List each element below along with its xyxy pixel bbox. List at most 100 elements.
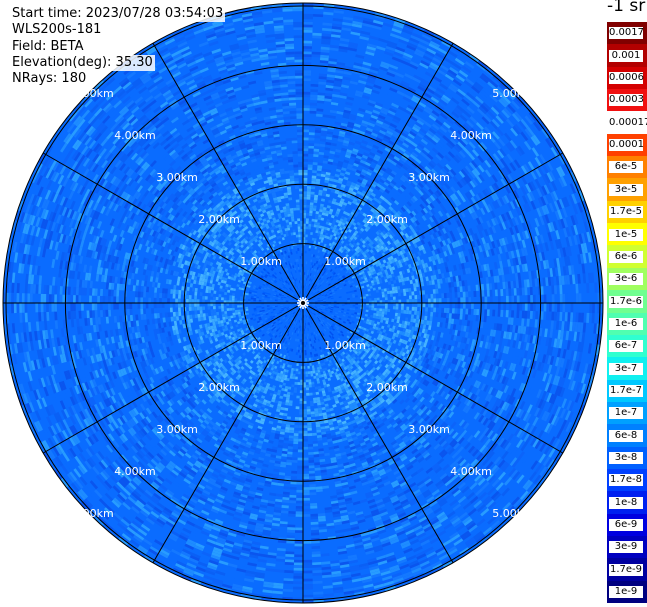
ppi-cell: [297, 444, 303, 447]
ppi-cell: [295, 316, 297, 319]
ppi-cell: [397, 316, 401, 321]
ppi-cell: [332, 323, 336, 326]
ppi-cell: [317, 385, 322, 390]
ppi-cell: [292, 265, 295, 269]
ppi-cell: [212, 306, 216, 310]
ppi-cell: [258, 299, 262, 302]
ppi-cell: [351, 313, 355, 316]
ppi-cell: [298, 294, 301, 297]
ppi-cell: [313, 343, 316, 347]
ppi-cell: [377, 286, 382, 290]
ppi-cell: [297, 352, 300, 356]
ppi-cell: [307, 295, 310, 298]
ppi-cell: [265, 330, 270, 334]
ppi-cell: [311, 306, 315, 308]
ppi-cell: [303, 194, 307, 197]
ppi-cell: [239, 305, 243, 308]
ppi-cell: [336, 334, 340, 338]
ppi-cell: [294, 284, 297, 288]
ppi-cell: [417, 294, 420, 300]
ppi-cell: [383, 317, 387, 321]
ppi-cell: [313, 308, 317, 310]
ppi-cell: [310, 291, 313, 294]
ppi-cell: [312, 301, 316, 303]
ppi-cell: [208, 286, 212, 291]
ppi-cell: [327, 315, 331, 318]
ppi-cell: [312, 279, 315, 283]
ppi-cell: [269, 264, 273, 269]
ppi-cell: [286, 186, 292, 190]
ppi-cell: [384, 291, 388, 295]
ppi-cell: [305, 317, 307, 321]
ppi-cell: [261, 273, 265, 277]
ppi-cell: [376, 310, 380, 314]
ppi-cell: [287, 281, 291, 285]
ppi-cell: [310, 259, 313, 263]
ppi-cell: [459, 313, 463, 320]
ppi-cell: [218, 305, 222, 309]
ppi-cell: [287, 342, 291, 346]
ppi-cell: [304, 250, 307, 254]
ppi-cell: [309, 299, 312, 301]
ppi-cell: [341, 333, 345, 337]
ppi-cell: [279, 286, 283, 289]
ppi-cell: [287, 282, 290, 286]
ppi-cell: [312, 162, 318, 166]
ppi-cell: [300, 277, 302, 281]
ppi-cell: [408, 287, 412, 292]
ppi-cell: [208, 315, 212, 320]
ppi-cell: [315, 421, 321, 425]
ppi-cell: [175, 316, 180, 321]
ppi-cell: [264, 266, 268, 270]
ppi-cell: [334, 262, 339, 267]
ppi-cell: [424, 311, 428, 317]
ppi-cell: [291, 317, 294, 321]
ppi-cell: [347, 280, 351, 283]
ppi-cell: [323, 267, 327, 271]
ppi-cell: [153, 297, 157, 303]
ppi-cell: [303, 288, 305, 291]
ppi-cell: [285, 178, 291, 182]
ppi-cell: [256, 320, 261, 324]
ppi-cell: [229, 307, 233, 311]
ppi-cell: [315, 260, 319, 264]
ppi-cell: [336, 282, 340, 285]
ppi-cell: [323, 338, 327, 342]
ppi-cell: [313, 312, 317, 315]
ppi-cell: [305, 291, 308, 295]
ppi-cell: [345, 281, 349, 284]
ppi-cell: [194, 299, 197, 303]
ppi-cell: [292, 282, 295, 286]
ppi-cell: [327, 295, 331, 297]
ppi-cell: [298, 317, 300, 320]
ppi-cell: [294, 318, 297, 322]
ppi-cell: [308, 352, 311, 356]
ppi-cell: [305, 309, 307, 312]
ppi-cell: [299, 250, 302, 254]
ppi-cell: [296, 313, 298, 317]
ppi-cell: [280, 347, 283, 351]
ppi-cell: [296, 338, 298, 342]
ppi-cell: [319, 318, 322, 321]
ppi-cell: [282, 282, 286, 286]
ppi-cell: [313, 400, 318, 404]
ppi-cell: [311, 224, 315, 228]
ppi-cell: [290, 216, 295, 220]
ppi-cell: [210, 312, 214, 316]
ppi-cell: [222, 316, 226, 321]
ppi-cell: [308, 319, 310, 323]
ppi-cell: [261, 317, 265, 320]
ppi-cell: [459, 286, 463, 293]
ppi-cell: [381, 288, 385, 292]
ppi-cell: [316, 266, 319, 270]
ppi-cell: [354, 312, 358, 315]
ppi-cell: [312, 301, 316, 303]
ppi-cell: [223, 308, 227, 312]
ppi-cell: [290, 345, 293, 349]
ppi-cell: [281, 309, 285, 312]
ppi-cell: [186, 290, 190, 296]
ppi-cell: [272, 277, 276, 281]
ppi-cell: [315, 301, 318, 303]
ppi-cell: [272, 321, 276, 325]
ppi-cell: [291, 280, 293, 283]
